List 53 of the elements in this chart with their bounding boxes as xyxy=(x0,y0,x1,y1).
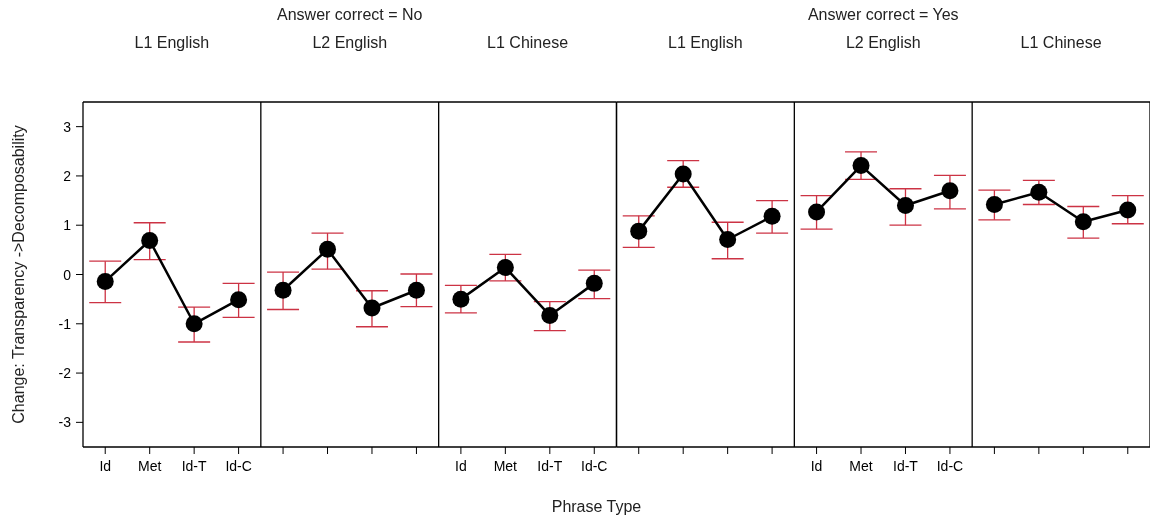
chart-title: Answer correct = No xyxy=(277,6,423,23)
point xyxy=(585,274,603,292)
point xyxy=(674,165,692,183)
point xyxy=(1030,183,1048,201)
y-tick-label: 3 xyxy=(63,118,72,135)
x-tick-label: Id-T xyxy=(893,458,919,474)
point xyxy=(230,291,248,309)
point xyxy=(630,222,648,240)
x-tick-label: Id xyxy=(99,458,112,474)
point xyxy=(852,157,870,175)
x-tick-label: Id-C xyxy=(936,458,964,474)
point xyxy=(1119,201,1137,219)
point xyxy=(808,203,826,221)
point xyxy=(452,290,470,308)
point xyxy=(274,281,292,299)
text: L2 English xyxy=(312,34,388,51)
point xyxy=(1074,213,1092,231)
x-tick-label: Met xyxy=(493,458,518,474)
chart-title: Answer correct = Yes xyxy=(807,6,959,23)
text: L2 English xyxy=(845,34,921,51)
point xyxy=(541,306,559,324)
point xyxy=(319,240,337,258)
point xyxy=(985,196,1003,214)
y-tick-label: 0 xyxy=(63,266,72,283)
point xyxy=(407,281,425,299)
x-tick-label: Id-T xyxy=(537,458,563,474)
x-tick-label: Id xyxy=(810,458,823,474)
y-tick-label: -2 xyxy=(58,365,72,382)
y-axis-title: Change: Transparency ->Decomposability xyxy=(10,125,27,424)
x-tick-label: Id-C xyxy=(225,458,252,474)
x-tick-label: Id-C xyxy=(581,458,608,474)
y-tick-label: -3 xyxy=(58,414,72,431)
x-tick-label: Met xyxy=(138,458,162,474)
text: L1 English xyxy=(134,34,210,51)
point xyxy=(896,197,914,214)
point xyxy=(141,231,159,249)
text: L1 Chinese xyxy=(1020,34,1102,51)
x-tick-label: Id xyxy=(455,458,467,474)
text: L1 Chinese xyxy=(487,34,569,51)
point xyxy=(185,315,203,333)
x-tick-label: Id-T xyxy=(181,458,208,474)
point xyxy=(496,259,514,277)
y-tick-label: 2 xyxy=(63,167,72,184)
y-tick-label: -1 xyxy=(58,315,72,332)
text: L1 English xyxy=(668,34,743,51)
x-axis-title: Phrase Type xyxy=(551,498,642,515)
point xyxy=(941,182,959,200)
point xyxy=(719,231,737,249)
point xyxy=(96,272,114,290)
point xyxy=(763,207,781,225)
y-tick-label: 1 xyxy=(63,217,72,234)
point xyxy=(363,299,381,317)
x-tick-label: Met xyxy=(849,458,873,474)
